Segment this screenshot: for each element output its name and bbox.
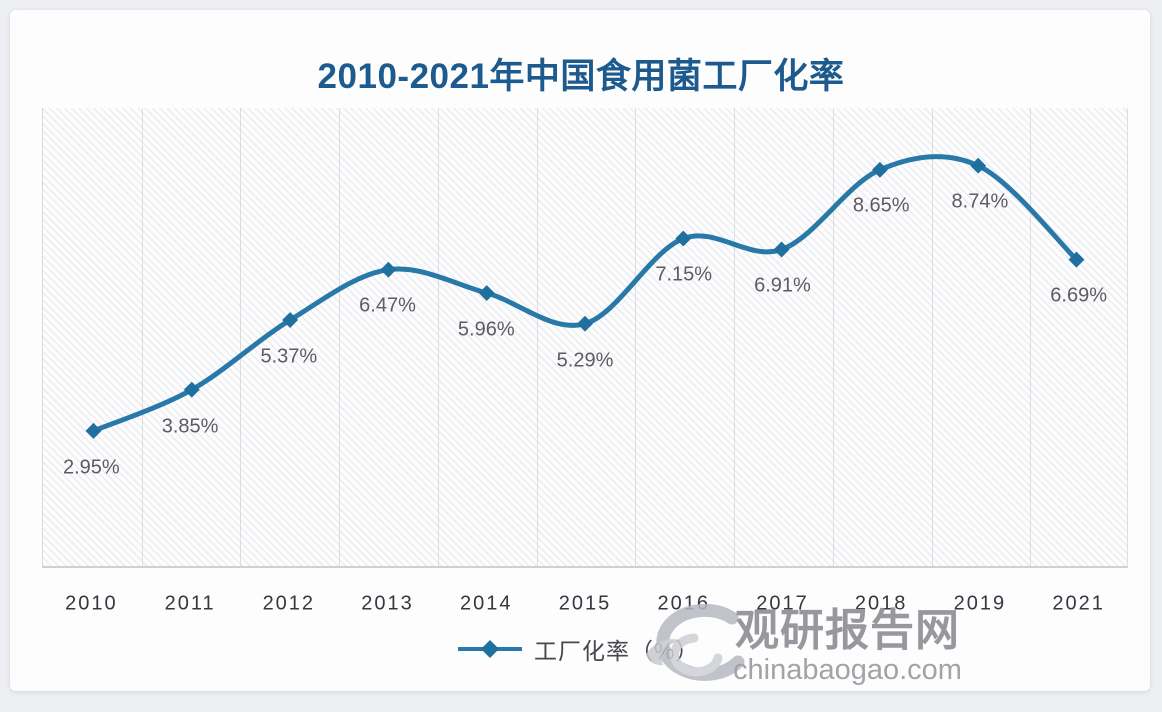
point-label: 8.74% xyxy=(951,190,1009,213)
x-axis-label: 2021 xyxy=(1052,592,1105,615)
point-label: 8.65% xyxy=(852,194,910,217)
point-label: 7.15% xyxy=(655,263,713,286)
gridline xyxy=(832,108,834,566)
data-point-marker xyxy=(478,285,495,301)
x-axis-label: 2019 xyxy=(953,592,1007,615)
x-axis-label: 2013 xyxy=(361,592,414,615)
gridline xyxy=(437,108,439,566)
line-series xyxy=(85,154,1085,439)
legend-line-marker-icon xyxy=(458,640,522,658)
gridline xyxy=(734,108,736,566)
chart-card xyxy=(10,10,1150,691)
point-label: 5.96% xyxy=(457,318,515,341)
data-point-marker xyxy=(577,315,593,332)
series-line xyxy=(91,154,1079,434)
point-label: 6.47% xyxy=(359,294,416,317)
point-label: 6.69% xyxy=(1050,284,1107,307)
data-point-marker xyxy=(380,261,397,278)
x-axis-label: 2010 xyxy=(65,592,118,615)
x-axis-label: 2014 xyxy=(460,592,513,615)
x-axis-label: 2011 xyxy=(164,592,216,615)
x-axis-label: 2017 xyxy=(756,592,809,615)
data-point-marker xyxy=(85,422,102,439)
chart-title: 2010-2021年中国食用菌工厂化率 xyxy=(317,57,845,96)
x-axis-label: 2015 xyxy=(558,592,612,615)
watermark-logo-icon xyxy=(646,604,745,681)
data-point-marker xyxy=(773,241,790,258)
gridline xyxy=(1030,108,1032,566)
gridline xyxy=(339,108,341,566)
watermark-site-name: 观研报告网 xyxy=(735,606,960,655)
point-label: 2.95% xyxy=(63,456,120,479)
point-label: 3.85% xyxy=(161,415,219,438)
x-axis-label: 2018 xyxy=(854,592,908,615)
watermark-site-url: chinabaogao.com xyxy=(733,654,962,686)
x-axis-label: 2012 xyxy=(262,592,316,615)
point-label: 5.29% xyxy=(556,349,614,372)
gridline xyxy=(635,108,637,566)
gridline xyxy=(931,108,933,566)
data-point-marker xyxy=(1068,251,1085,268)
point-label: 6.91% xyxy=(754,274,811,297)
gridline xyxy=(141,108,143,566)
gridline xyxy=(240,108,242,566)
gridline xyxy=(536,108,538,566)
point-label: 5.37% xyxy=(260,345,318,368)
plot-area xyxy=(42,108,1128,568)
data-point-marker xyxy=(675,230,692,247)
